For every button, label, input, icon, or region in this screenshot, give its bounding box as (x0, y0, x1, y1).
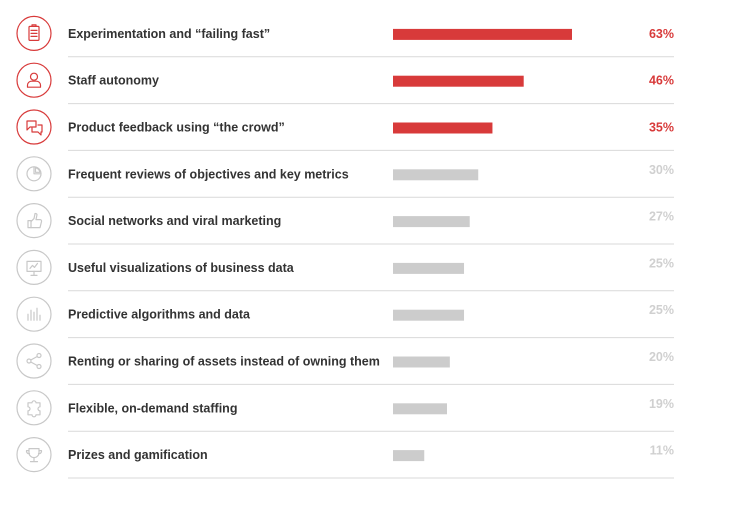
value-label: 27% (649, 210, 674, 224)
chart-row: Staff autonomy 46% (16, 62, 674, 105)
puzzle-piece-icon (16, 390, 52, 426)
bar (393, 122, 493, 134)
category-label: Staff autonomy (68, 74, 159, 88)
bar (393, 216, 470, 228)
share-icon (16, 343, 52, 379)
category-label: Frequent reviews of objectives and key m… (68, 167, 349, 181)
bar (393, 262, 465, 274)
presentation-board-icon (16, 249, 52, 285)
category-label: Flexible, on-demand staffing (68, 401, 237, 415)
pie-chart-icon (16, 156, 52, 192)
chart-rows: Experimentation and “failing fast” 63% Sta… (16, 15, 674, 479)
bar (393, 450, 425, 462)
bar (393, 356, 450, 368)
chart-row: Social networks and viral marketing 27% (16, 203, 674, 245)
chart-row: Prizes and gamification 11% (16, 437, 674, 479)
chart-row: Predictive algorithms and data 25% (16, 296, 674, 339)
chart-row: Experimentation and “failing fast” 63% (16, 15, 674, 58)
category-label: Product feedback using “the crowd” (68, 121, 285, 135)
value-label: 20% (649, 350, 674, 364)
bar (393, 169, 479, 181)
category-label: Prizes and gamification (68, 448, 208, 462)
bar (393, 403, 447, 415)
value-label: 35% (649, 121, 674, 135)
category-label: Predictive algorithms and data (68, 308, 251, 322)
chart-row: Product feedback using “the crowd” 35% (16, 109, 674, 151)
person-icon (16, 62, 52, 98)
chart-row: Useful visualizations of business data 25… (16, 249, 674, 292)
trophy-icon (16, 437, 52, 473)
chart-row: Flexible, on-demand staffing 19% (16, 390, 674, 432)
category-label: Experimentation and “failing fast” (68, 27, 270, 41)
value-label: 11% (650, 444, 674, 458)
value-label: 63% (649, 27, 674, 41)
clipboard-list-icon (16, 15, 52, 52)
value-label: 19% (649, 397, 674, 411)
category-label: Social networks and viral marketing (68, 214, 281, 228)
chat-bubbles-icon (16, 109, 52, 145)
bar-lines-icon (16, 296, 52, 332)
chart-row: Frequent reviews of objectives and key m… (16, 156, 674, 198)
bar (393, 28, 572, 40)
bar (393, 75, 524, 87)
chart-row: Renting or sharing of assets instead of … (16, 343, 674, 385)
value-label: 30% (649, 163, 674, 177)
value-label: 25% (649, 303, 674, 317)
category-label: Renting or sharing of assets instead of … (68, 355, 380, 369)
category-label: Useful visualizations of business data (68, 261, 295, 275)
bar (393, 309, 465, 321)
value-label: 25% (649, 256, 674, 270)
value-label: 46% (649, 74, 674, 88)
thumbs-up-icon (16, 203, 52, 239)
